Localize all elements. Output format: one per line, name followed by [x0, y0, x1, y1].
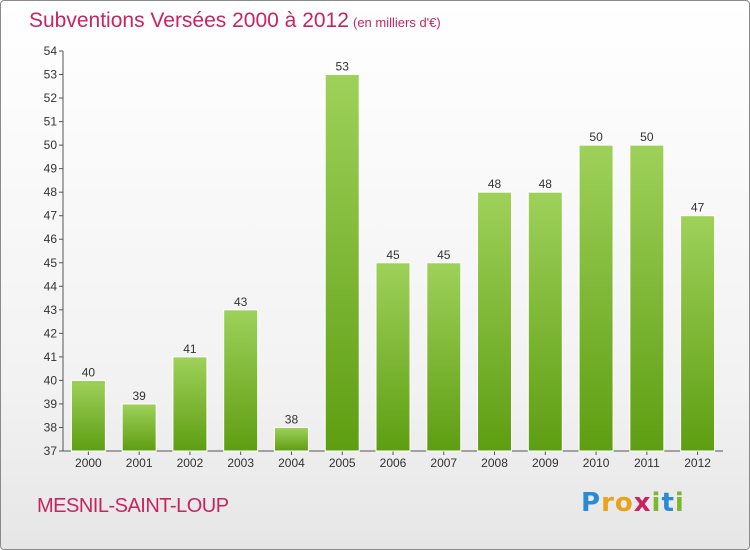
chart-unit-note: (en milliers d'€): [353, 15, 441, 30]
y-tick-label: 37: [44, 444, 58, 458]
x-tick-label: 2004: [278, 456, 305, 470]
bar-value-label: 41: [183, 342, 197, 356]
bar: [172, 356, 208, 452]
bar-value-label: 45: [437, 248, 451, 262]
bar: [223, 309, 259, 452]
chart-title: Subventions Versées 2000 à 2012: [29, 9, 349, 32]
y-tick-label: 52: [44, 91, 58, 105]
bar-value-label: 45: [386, 248, 400, 262]
bar-value-label: 40: [82, 365, 96, 379]
y-tick-label: 43: [44, 303, 58, 317]
y-tick-label: 44: [44, 279, 58, 293]
bar: [629, 144, 665, 452]
bar-value-label: 50: [640, 130, 654, 144]
y-tick-label: 39: [44, 397, 58, 411]
x-tick-label: 2011: [634, 456, 660, 470]
bar: [273, 426, 309, 452]
bar-value-label: 48: [488, 177, 502, 191]
y-tick-label: 41: [44, 350, 58, 364]
logo-letter: i: [674, 488, 685, 518]
logo-letter: x: [633, 488, 652, 518]
y-tick-label: 46: [44, 232, 58, 246]
bar: [375, 262, 411, 452]
x-tick-label: 2009: [532, 456, 559, 470]
x-tick-label: 2003: [227, 456, 254, 470]
bar-value-label: 39: [132, 389, 146, 403]
y-tick-label: 42: [44, 326, 58, 340]
x-tick-label: 2001: [126, 456, 153, 470]
bar: [426, 262, 462, 452]
logo-letter: i: [651, 488, 662, 518]
y-tick-label: 40: [44, 373, 58, 387]
bar-value-label: 38: [285, 412, 299, 426]
bar: [324, 74, 360, 452]
bar-value-label: 53: [336, 60, 350, 74]
bar: [527, 191, 563, 452]
bar-value-label: 50: [589, 130, 603, 144]
logo-letter: P: [581, 488, 602, 518]
y-tick-label: 50: [44, 138, 58, 152]
bar: [477, 191, 513, 452]
y-tick-label: 49: [44, 162, 58, 176]
y-tick-label: 45: [44, 256, 58, 270]
y-tick-label: 48: [44, 185, 58, 199]
logo-letter: o: [614, 488, 634, 518]
commune-name: MESNIL-SAINT-LOUP: [37, 495, 229, 517]
bar: [121, 403, 157, 452]
bar-value-label: 47: [691, 201, 705, 215]
bar: [680, 215, 716, 452]
y-tick-label: 51: [44, 115, 58, 129]
x-tick-label: 2002: [177, 456, 204, 470]
bar: [70, 379, 106, 452]
bar: [578, 144, 614, 452]
y-tick-label: 53: [44, 68, 58, 82]
x-tick-label: 2006: [380, 456, 407, 470]
y-tick-label: 54: [44, 44, 58, 58]
x-tick-label: 2008: [481, 456, 508, 470]
bar-value-label: 43: [234, 295, 248, 309]
bar-value-label: 48: [539, 177, 553, 191]
y-tick-label: 38: [44, 420, 58, 434]
proxiti-logo: Proxiti: [581, 488, 685, 518]
x-tick-label: 2010: [583, 456, 610, 470]
logo-letter: r: [601, 488, 615, 518]
x-tick-label: 2007: [430, 456, 457, 470]
logo-letter: t: [661, 488, 675, 518]
x-tick-label: 2000: [75, 456, 102, 470]
x-tick-label: 2005: [329, 456, 356, 470]
y-tick-label: 47: [44, 209, 58, 223]
x-tick-label: 2012: [684, 456, 711, 470]
